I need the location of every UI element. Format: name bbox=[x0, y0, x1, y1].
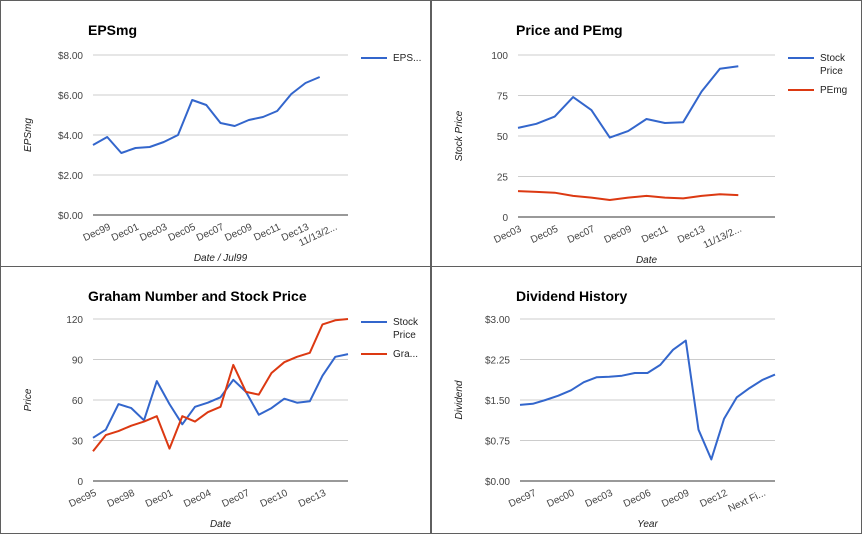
price-xtick-label: Dec03 bbox=[492, 224, 523, 246]
graham-xtick-label: Dec98 bbox=[106, 488, 137, 510]
graham-xtick-label: Dec10 bbox=[259, 488, 290, 510]
price-xtick-label: Dec07 bbox=[566, 224, 597, 246]
eps-xtick-label: Dec07 bbox=[195, 222, 226, 244]
price-gridlines bbox=[518, 54, 775, 218]
graham-legend-label-1: Stock bbox=[393, 317, 419, 328]
dividend-ytick-label: $2.25 bbox=[485, 356, 510, 367]
eps-ytick-label: $4.00 bbox=[58, 131, 83, 142]
graham-x-axis-label: Date bbox=[210, 519, 232, 530]
eps-ytick-label: $2.00 bbox=[58, 171, 83, 182]
price-x-axis-label: Date bbox=[636, 255, 658, 266]
graham-legend-label-2: Gra... bbox=[393, 349, 418, 360]
chart-svg-eps: EPSmg $0.00 $2.00 $4.00 $6.00 $8.00 Dec99Dec01… bbox=[23, 22, 421, 264]
chart-svg-graham: Graham Number and Stock Price 0 30 60 90 120 D… bbox=[23, 288, 419, 530]
dividend-gridlines bbox=[520, 318, 775, 482]
price-ytick-label: 75 bbox=[497, 92, 509, 103]
dividend-xtick-label: Dec00 bbox=[545, 488, 576, 510]
dividend-xtick-label: Next Fi... bbox=[727, 488, 768, 515]
graham-xtick-label: Dec01 bbox=[144, 488, 175, 510]
dividend-ytick-label: $0.00 bbox=[485, 477, 510, 488]
price-legend: Stock Price PEmg bbox=[788, 53, 847, 96]
price-legend-label-1: Stock bbox=[820, 53, 846, 64]
graham-series-line-1 bbox=[92, 353, 349, 439]
graham-gridlines bbox=[93, 318, 348, 482]
eps-xtick-label: Dec09 bbox=[223, 222, 254, 244]
chart-panel-dividend: Dividend History $0.00 $0.75 $1.50 $2.25 $3.0… bbox=[431, 266, 862, 534]
dividend-y-axis-label: Dividend bbox=[454, 380, 465, 419]
chart-svg-price-pemg: Price and PEmg 0 25 50 75 100 Dec03 Dec05 Dec07 D… bbox=[454, 22, 847, 266]
dividend-x-axis-label: Year bbox=[637, 519, 658, 530]
graham-legend: Stock Price Gra... bbox=[361, 317, 419, 360]
eps-ytick-label: $0.00 bbox=[58, 211, 83, 222]
graham-ytick-label: 30 bbox=[72, 437, 84, 448]
price-xtick-label: Dec11 bbox=[640, 224, 671, 246]
graham-legend-label-1: Price bbox=[393, 330, 416, 341]
price-xtick-label: Dec05 bbox=[529, 224, 560, 246]
dividend-ytick-label: $0.75 bbox=[485, 437, 510, 448]
price-chart-title: Price and PEmg bbox=[516, 22, 623, 38]
graham-series-line-2 bbox=[92, 318, 349, 452]
eps-xtick-label: Dec05 bbox=[167, 222, 198, 244]
graham-xtick-label: Dec04 bbox=[182, 488, 213, 510]
eps-series-line-1 bbox=[92, 76, 321, 154]
price-series-line-1 bbox=[517, 65, 739, 139]
eps-x-axis-label: Date / Jul99 bbox=[194, 253, 248, 264]
chart-svg-dividend: Dividend History $0.00 $0.75 $1.50 $2.25 $3.0… bbox=[454, 288, 776, 530]
eps-ytick-label: $8.00 bbox=[58, 51, 83, 62]
eps-legend: EPS... bbox=[361, 53, 421, 64]
graham-ytick-label: 0 bbox=[77, 477, 83, 488]
dividend-chart-title: Dividend History bbox=[516, 288, 627, 304]
graham-xtick-label: Dec07 bbox=[220, 488, 251, 510]
price-legend-label-1: Price bbox=[820, 66, 843, 77]
price-ytick-label: 50 bbox=[497, 132, 509, 143]
price-series-line-2 bbox=[517, 190, 739, 201]
graham-ytick-label: 60 bbox=[72, 396, 84, 407]
graham-xtick-label: Dec13 bbox=[297, 488, 328, 510]
eps-xtick-label: Dec99 bbox=[82, 222, 113, 244]
dividend-xtick-label: Dec03 bbox=[584, 488, 615, 510]
graham-chart-title: Graham Number and Stock Price bbox=[88, 288, 307, 304]
graham-xtick-label: Dec95 bbox=[67, 488, 98, 510]
dividend-xtick-label: Dec06 bbox=[622, 488, 653, 510]
chart-panel-graham: Graham Number and Stock Price 0 30 60 90 120 D… bbox=[0, 266, 431, 534]
dividend-series-line-1 bbox=[519, 339, 776, 461]
price-ytick-label: 0 bbox=[502, 213, 508, 224]
price-legend-label-2: PEmg bbox=[820, 85, 847, 96]
dividend-xtick-label: Dec12 bbox=[698, 488, 729, 510]
dividend-ytick-label: $1.50 bbox=[485, 396, 510, 407]
chart-panel-price-pemg: Price and PEmg 0 25 50 75 100 Dec03 Dec05 Dec07 D… bbox=[431, 0, 862, 268]
graham-ytick-label: 120 bbox=[66, 315, 83, 326]
dividend-xtick-label: Dec97 bbox=[507, 488, 538, 510]
eps-xtick-label: Dec03 bbox=[138, 222, 169, 244]
eps-chart-title: EPSmg bbox=[88, 22, 137, 38]
eps-xtick-label: Dec11 bbox=[252, 222, 283, 244]
price-xtick-label: 11/13/2... bbox=[702, 224, 744, 251]
eps-xtick-label: Dec01 bbox=[110, 222, 141, 244]
chart-panel-eps: EPSmg $0.00 $2.00 $4.00 $6.00 $8.00 Dec99 Dec01… bbox=[0, 0, 431, 268]
eps-gridlines bbox=[93, 54, 348, 216]
eps-ytick-label: $6.00 bbox=[58, 91, 83, 102]
price-y-axis-label: Stock Price bbox=[454, 110, 465, 161]
dividend-xtick-label: Dec09 bbox=[660, 488, 691, 510]
price-ytick-label: 25 bbox=[497, 173, 509, 184]
eps-legend-label-1: EPS... bbox=[393, 53, 421, 64]
eps-y-axis-label: EPSmg bbox=[23, 118, 34, 152]
price-xtick-label: Dec09 bbox=[603, 224, 634, 246]
graham-ytick-label: 90 bbox=[72, 356, 84, 367]
price-ytick-label: 100 bbox=[491, 51, 508, 62]
graham-y-axis-label: Price bbox=[23, 388, 34, 411]
dividend-ytick-label: $3.00 bbox=[485, 315, 510, 326]
